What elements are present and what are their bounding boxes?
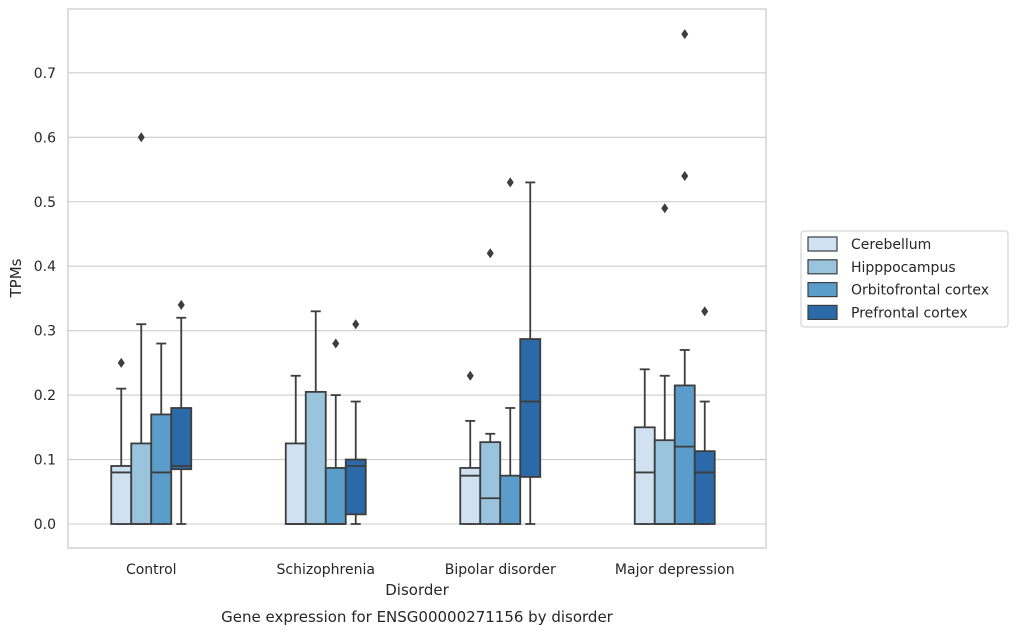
box-iqr — [284, 442, 307, 525]
chart-caption: Gene expression for ENSG00000271156 by d… — [221, 608, 614, 626]
legend-label: Orbitofrontal cortex — [851, 283, 989, 299]
legend-label: Hipppocampus — [851, 260, 956, 276]
x-axis-ticks: Control Schizophrenia Bipolar disorder Majo… — [126, 562, 735, 578]
box-prefrontal-cortex — [519, 181, 542, 525]
outlier-point — [506, 177, 514, 188]
outlier-point — [137, 132, 145, 143]
outlier-point — [117, 357, 125, 368]
outlier-point — [486, 248, 494, 259]
box-orbitofrontal-cortex — [150, 342, 173, 525]
outlier-point — [177, 299, 185, 310]
legend-label: Prefrontal cortex — [851, 305, 968, 321]
y-tick-label: 0.2 — [34, 388, 56, 404]
x-axis-title: Disorder — [385, 581, 449, 599]
legend-label: Cerebellum — [851, 237, 931, 253]
box-iqr — [110, 465, 133, 525]
outlier-point — [661, 203, 669, 214]
plot-frame — [67, 8, 767, 549]
outlier-point — [701, 306, 709, 317]
x-tick-label: Bipolar disorder — [445, 562, 556, 578]
box-iqr — [344, 458, 367, 516]
legend-frame — [800, 230, 1009, 328]
box-iqr — [653, 439, 676, 525]
legend-swatch — [807, 282, 838, 298]
box-hipppocampus — [304, 310, 327, 525]
y-tick-label: 0.5 — [34, 195, 56, 211]
outlier-point — [352, 319, 360, 330]
box-iqr — [150, 413, 173, 525]
legend-swatch — [807, 304, 838, 320]
y-tick-label: 0.0 — [34, 517, 56, 533]
box-iqr — [130, 442, 153, 525]
box-orbitofrontal-cortex — [324, 338, 347, 525]
x-tick-label: Major depression — [615, 562, 735, 578]
box-hipppocampus — [479, 248, 502, 525]
box-hipppocampus — [130, 132, 153, 525]
box-iqr — [324, 467, 347, 525]
box-iqr — [304, 390, 327, 525]
box-prefrontal-cortex — [170, 299, 193, 525]
x-tick-label: Schizophrenia — [277, 562, 375, 578]
legend-swatch — [807, 259, 838, 275]
outlier-point — [681, 29, 689, 40]
box-cerebellum — [110, 357, 133, 525]
box-cerebellum — [459, 370, 482, 525]
box-iqr — [519, 338, 542, 478]
y-tick-label: 0.3 — [34, 324, 56, 340]
box-hipppocampus — [653, 203, 676, 525]
box-iqr — [170, 407, 193, 471]
legend: Cerebellum Hipppocampus Orbitofrontal cort… — [800, 230, 1009, 328]
x-tick-label: Control — [126, 562, 177, 578]
box-iqr — [693, 450, 716, 525]
y-tick-label: 0.1 — [34, 453, 56, 469]
box-series — [110, 29, 716, 525]
box-cerebellum — [284, 374, 307, 525]
outlier-point — [466, 370, 474, 381]
box-orbitofrontal-cortex — [499, 177, 522, 525]
y-axis-title: TPMs — [7, 258, 25, 298]
box-iqr — [673, 384, 696, 525]
box-iqr — [633, 426, 656, 525]
box-orbitofrontal-cortex — [673, 29, 696, 525]
outlier-point — [681, 170, 689, 181]
y-tick-label: 0.4 — [34, 259, 56, 275]
outlier-point — [332, 338, 340, 349]
box-iqr — [479, 441, 502, 525]
box-prefrontal-cortex — [693, 306, 716, 525]
box-iqr — [499, 474, 522, 525]
box-cerebellum — [633, 368, 656, 525]
box-prefrontal-cortex — [344, 319, 367, 525]
y-axis-ticks: 0.0 0.1 0.2 0.3 0.4 0.5 0.6 0.7 — [34, 66, 56, 533]
legend-swatch — [807, 236, 838, 252]
y-tick-label: 0.6 — [34, 130, 56, 146]
y-tick-label: 0.7 — [34, 66, 56, 82]
